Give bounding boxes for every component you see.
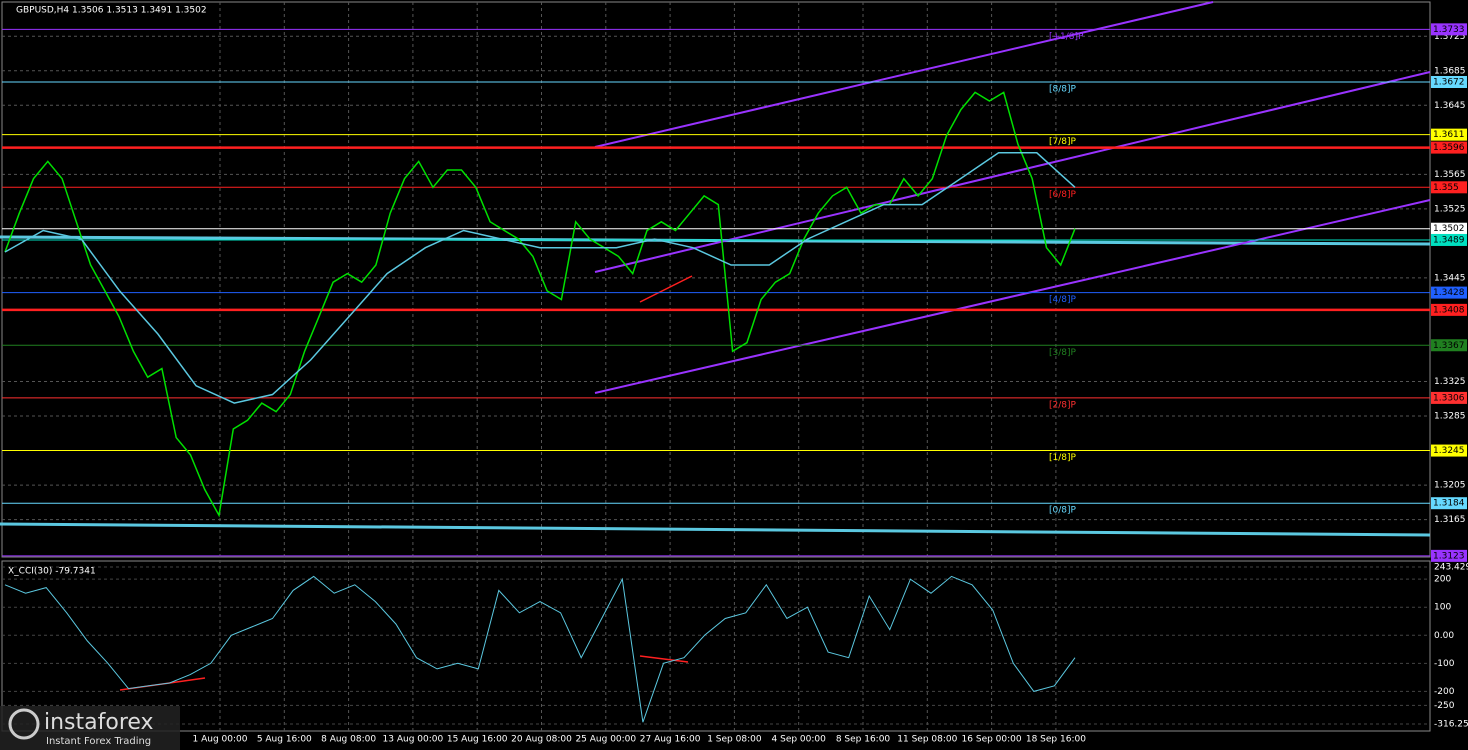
y-tick-label: 1.3325 xyxy=(1434,377,1466,387)
murrey-tag: [4/8]P xyxy=(1049,295,1077,305)
x-tick-label: 8 Sep 16:00 xyxy=(836,735,891,745)
x-tick-label: 8 Aug 08:00 xyxy=(321,735,376,745)
x-tick-label: 1 Aug 00:00 xyxy=(193,735,248,745)
cci-tick-label: -200 xyxy=(1434,687,1455,697)
level-label: 1.3502 xyxy=(1433,224,1465,234)
divergence-line xyxy=(639,655,689,663)
murrey-tag: [1/8]P xyxy=(1049,453,1077,463)
level-label-box xyxy=(1431,391,1467,404)
level-label: 1.3611 xyxy=(1433,130,1465,140)
cci-tick-label: -250 xyxy=(1434,701,1455,711)
channel-line xyxy=(594,199,1431,394)
y-tick-label: 1.3285 xyxy=(1434,412,1466,422)
level-label-box xyxy=(1431,303,1467,316)
level-label-box xyxy=(1431,233,1467,246)
x-tick-label: 16 Sep 00:00 xyxy=(962,735,1022,745)
cci-tick-label: 0.00 xyxy=(1434,631,1454,641)
cci-tick-label: -100 xyxy=(1434,659,1455,669)
cci-tick-label: -316.257 xyxy=(1434,720,1468,730)
level-label: 1.3428 xyxy=(1433,288,1465,298)
level-label: 1.3367 xyxy=(1433,341,1465,351)
support-line xyxy=(0,235,1431,246)
support-line xyxy=(0,522,1431,537)
logo-name: instaforex xyxy=(44,710,154,735)
murrey-tag: [2/8]P xyxy=(1049,400,1077,410)
level-label-box xyxy=(1431,128,1467,141)
channel-line xyxy=(594,71,1431,273)
level-label: 1.3123 xyxy=(1433,551,1465,561)
level-label: 1.3184 xyxy=(1433,499,1465,509)
x-tick-label: 11 Sep 08:00 xyxy=(897,735,957,745)
x-tick-label: 4 Sep 00:00 xyxy=(772,735,827,745)
y-tick-label: 1.3645 xyxy=(1434,101,1466,111)
x-tick-label: 13 Aug 00:00 xyxy=(383,735,444,745)
murrey-tag: [3/8]P xyxy=(1049,348,1077,358)
moving-average xyxy=(4,152,1076,404)
main-frame xyxy=(1,1,1431,558)
x-tick-label: 1 Sep 08:00 xyxy=(707,735,762,745)
x-tick-label: 15 Aug 16:00 xyxy=(447,735,508,745)
murrey-tag: [+1/8]P xyxy=(1049,32,1084,42)
level-label: 1.3672 xyxy=(1433,77,1465,87)
x-tick-label: 5 Aug 16:00 xyxy=(257,735,312,745)
level-label-box xyxy=(1431,497,1467,510)
cci-tick-label: 200 xyxy=(1434,575,1451,585)
murrey-tag: [0/8]P xyxy=(1049,506,1077,516)
y-tick-label: 1.3205 xyxy=(1434,481,1466,491)
level-label: 1.3733 xyxy=(1433,25,1465,35)
y-tick-label: 1.3565 xyxy=(1434,170,1466,180)
murrey-tag: [7/8]P xyxy=(1049,137,1077,147)
cci-frame xyxy=(1,560,1431,732)
level-label-box xyxy=(1431,23,1467,36)
cci-tick-label: 100 xyxy=(1434,603,1451,613)
level-label: 1.3306 xyxy=(1433,393,1465,403)
y-tick-label: 1.3525 xyxy=(1434,204,1466,214)
level-label-box xyxy=(1431,339,1467,352)
murrey-tag: [6/8]P xyxy=(1049,190,1077,200)
cci-title: X_CCI(30) -79.7341 xyxy=(8,567,96,577)
murrey-tag: [8/8]P xyxy=(1049,84,1077,94)
level-label-box xyxy=(1431,286,1467,299)
level-label-box xyxy=(1431,75,1467,88)
x-tick-label: 20 Aug 08:00 xyxy=(511,735,572,745)
y-tick-label: 1.3445 xyxy=(1434,273,1466,283)
logo-box xyxy=(0,706,180,750)
divergence-line xyxy=(639,275,693,303)
x-tick-label: 18 Sep 16:00 xyxy=(1026,735,1086,745)
level-label-box xyxy=(1431,141,1467,154)
level-label: 1.3596 xyxy=(1433,143,1465,153)
level-label: 1.3489 xyxy=(1433,235,1465,245)
level-label: 1.3408 xyxy=(1433,305,1465,315)
y-tick-label: 1.3725 xyxy=(1434,32,1466,42)
level-label-box xyxy=(1431,181,1467,194)
symbol-header: GBPUSD,H4 1.3506 1.3513 1.3491 1.3502 xyxy=(16,6,207,16)
cci-tick-label: 243.429 xyxy=(1434,563,1468,573)
level-label-box xyxy=(1431,222,1467,235)
level-label: 1.3245 xyxy=(1433,446,1465,456)
price-line xyxy=(4,91,1076,518)
x-tick-label: 27 Aug 16:00 xyxy=(640,735,701,745)
level-label: 1.355 xyxy=(1433,183,1459,193)
y-tick-label: 1.3165 xyxy=(1434,515,1466,525)
y-tick-label: 1.3685 xyxy=(1434,66,1466,76)
x-tick-label: 25 Aug 00:00 xyxy=(575,735,636,745)
logo-tagline: Instant Forex Trading xyxy=(46,736,151,747)
logo-icon xyxy=(8,708,40,740)
level-label-box xyxy=(1431,444,1467,457)
level-label-box xyxy=(1431,549,1467,562)
cci-line xyxy=(4,575,1076,723)
channel-line xyxy=(594,1,1214,148)
